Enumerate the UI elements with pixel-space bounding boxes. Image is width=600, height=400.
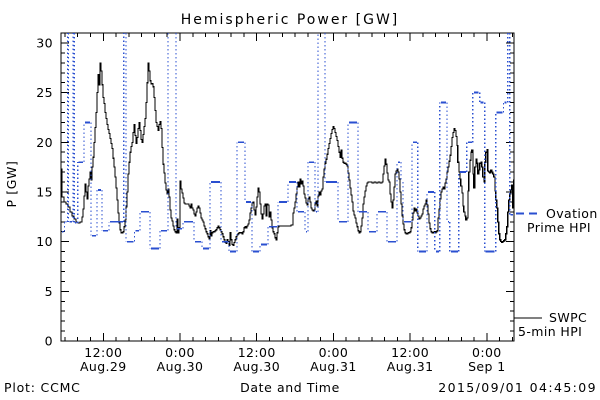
x-tick-time: 12:00 — [238, 345, 276, 360]
legend-ovation-line1: Ovation — [546, 206, 598, 221]
legend-swpc-line1: SWPC — [549, 310, 587, 325]
y-tick-label: 5 — [45, 284, 53, 299]
x-tick-date: Aug.29 — [80, 359, 127, 374]
x-tick-time: 12:00 — [391, 345, 429, 360]
x-tick-time: 0:00 — [165, 345, 195, 360]
legend — [513, 212, 542, 319]
x-tick-labels: 12:00Aug.290:00Aug.3012:00Aug.300:00Aug.… — [80, 345, 506, 374]
footer-timestamp: 2015/09/01 04:45:09 — [438, 380, 597, 395]
x-tick-date: Aug.30 — [157, 359, 204, 374]
y-tick-label: 10 — [36, 234, 53, 249]
y-tick-label: 25 — [36, 85, 53, 100]
y-tick-label: 20 — [36, 135, 53, 150]
x-tick-date: Aug.31 — [310, 359, 357, 374]
swpc-hpi-curve — [60, 62, 515, 247]
y-tick-label: 0 — [45, 334, 53, 349]
y-tick-label: 15 — [36, 184, 53, 199]
legend-swpc-line2: 5-min HPI — [518, 324, 582, 339]
x-axis-label: Date and Time — [240, 380, 340, 395]
chart-title: Hemispheric Power [GW] — [181, 12, 400, 28]
x-tick-date: Aug.31 — [387, 359, 434, 374]
plot-area — [60, 32, 515, 342]
x-tick-date: Aug.30 — [233, 359, 280, 374]
x-tick-time: 0:00 — [319, 345, 349, 360]
x-tick-time: 0:00 — [472, 345, 502, 360]
legend-ovation-line2: Prime HPI — [527, 220, 591, 235]
footer-plot-source: Plot: CCMC — [4, 380, 81, 395]
plot-frame — [60, 32, 515, 342]
y-tick-label: 30 — [36, 35, 53, 50]
x-tick-date: Sep 1 — [468, 359, 506, 374]
y-axis-label: P [GW] — [4, 161, 19, 208]
y-tick-labels: 0 5 10 15 20 25 30 — [36, 35, 53, 349]
x-tick-time: 12:00 — [84, 345, 122, 360]
